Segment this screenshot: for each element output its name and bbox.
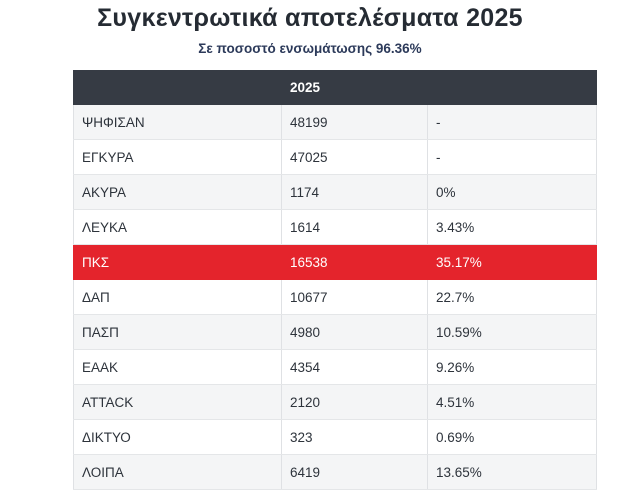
table-row: ATTACK 2120 4.51% (73, 385, 597, 420)
table-row: ΛΕΥΚΑ 1614 3.43% (73, 210, 597, 245)
row-label: ΠΚΣ (73, 245, 282, 280)
row-percent: 9.26% (428, 350, 597, 384)
row-label: ΠΑΣΠ (73, 315, 282, 349)
row-percent: - (428, 105, 597, 139)
row-votes: 47025 (282, 140, 428, 174)
page-title: Συγκεντρωτικά αποτελέσματα 2025 (97, 4, 523, 32)
row-percent: 13.65% (428, 455, 597, 489)
row-votes: 323 (282, 420, 428, 454)
table-row: ΑΚΥΡΑ 1174 0% (73, 175, 597, 210)
header-cell-percent (428, 70, 597, 105)
row-votes: 10677 (282, 280, 428, 314)
table-row: ΔΙΚΤΥΟ 323 0.69% (73, 420, 597, 455)
row-percent: 0.69% (428, 420, 597, 454)
row-label: ΔΑΠ (73, 280, 282, 314)
row-percent: - (428, 140, 597, 174)
row-percent: 35.17% (428, 245, 597, 280)
results-table: 2025 ΨΗΦΙΣΑΝ 48199- ΕΓΚΥΡΑ 47025- ΑΚΥΡΑ 1174 0… (73, 70, 597, 490)
row-votes: 1614 (282, 210, 428, 244)
row-percent: 0% (428, 175, 597, 209)
row-votes: 4354 (282, 350, 428, 384)
header-cell-year: 2025 (282, 70, 428, 105)
table-header-row: 2025 (73, 70, 597, 105)
table-row: ΕΓΚΥΡΑ 47025- (73, 140, 597, 175)
row-label: ΨΗΦΙΣΑΝ (73, 105, 282, 139)
row-label: ΛΟΙΠΑ (73, 455, 282, 489)
table-row: ΛΟΙΠΑ 6419 13.65% (73, 455, 597, 490)
row-label: ΑΚΥΡΑ (73, 175, 282, 209)
row-label: ΛΕΥΚΑ (73, 210, 282, 244)
row-votes: 48199 (282, 105, 428, 139)
page-subtitle: Σε ποσοστό ενσωμάτωσης 96.36% (198, 41, 422, 56)
row-percent: 3.43% (428, 210, 597, 244)
table-body: ΨΗΦΙΣΑΝ 48199- ΕΓΚΥΡΑ 47025- ΑΚΥΡΑ 1174 0% ΛΕΥΚ… (73, 105, 597, 490)
row-votes: 2120 (282, 385, 428, 419)
row-label: ΕΓΚΥΡΑ (73, 140, 282, 174)
row-label: ΕΑΑΚ (73, 350, 282, 384)
table-row: ΠΑΣΠ 4980 10.59% (73, 315, 597, 350)
row-votes: 16538 (282, 245, 428, 280)
table-row: ΕΑΑΚ 4354 9.26% (73, 350, 597, 385)
row-label: ATTACK (73, 385, 282, 419)
header-cell-party (73, 70, 282, 105)
row-percent: 22.7% (428, 280, 597, 314)
row-votes: 1174 (282, 175, 428, 209)
table-row: ΔΑΠ 10677 22.7% (73, 280, 597, 315)
table-row: ΠΚΣ 16538 35.17% (73, 245, 597, 280)
row-votes: 6419 (282, 455, 428, 489)
table-row: ΨΗΦΙΣΑΝ 48199- (73, 105, 597, 140)
row-votes: 4980 (282, 315, 428, 349)
row-percent: 10.59% (428, 315, 597, 349)
row-percent: 4.51% (428, 385, 597, 419)
row-label: ΔΙΚΤΥΟ (73, 420, 282, 454)
